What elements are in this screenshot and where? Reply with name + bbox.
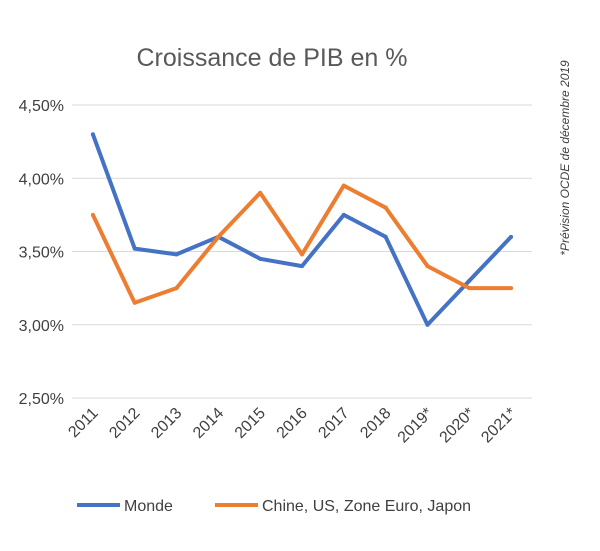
y-tick-label: 4,50% xyxy=(19,98,64,115)
data-point-monde xyxy=(383,234,388,239)
legend: Monde Chine, US, Zone Euro, Japon xyxy=(77,498,471,515)
data-point-monde xyxy=(509,234,514,239)
data-point-chine-us-zone-euro-japon xyxy=(216,234,221,239)
data-point-chine-us-zone-euro-japon xyxy=(425,264,430,269)
x-tick-label: 2012 xyxy=(106,405,143,442)
data-point-monde xyxy=(300,264,304,269)
x-tick-label: 2011 xyxy=(65,405,101,441)
x-tick-label: 2020* xyxy=(437,405,479,447)
data-point-chine-us-zone-euro-japon xyxy=(174,286,179,291)
data-point-monde xyxy=(132,246,137,251)
y-tick-label: 3,00% xyxy=(19,318,64,335)
data-point-chine-us-zone-euro-japon xyxy=(90,212,95,217)
data-point-monde xyxy=(90,132,95,137)
data-point-chine-us-zone-euro-japon xyxy=(509,286,514,291)
x-tick-label: 2017 xyxy=(315,405,352,442)
x-tick-label: 2019* xyxy=(395,405,437,447)
y-tick-label: 3,50% xyxy=(19,245,64,262)
x-tick-label: 2014 xyxy=(190,405,227,442)
data-point-monde xyxy=(425,322,430,327)
y-tick-label: 2,50% xyxy=(19,391,64,408)
x-tick-label: 2013 xyxy=(148,405,185,442)
data-point-monde xyxy=(341,212,346,217)
y-axis-ticks: 2,50% 3,00% 3,50% 4,00% 4,50% xyxy=(19,98,64,408)
data-point-chine-us-zone-euro-japon xyxy=(467,286,472,291)
legend-label-chine-us-zone-euro-japon: Chine, US, Zone Euro, Japon xyxy=(262,498,471,515)
data-point-chine-us-zone-euro-japon xyxy=(383,205,388,210)
legend-label-monde: Monde xyxy=(124,498,173,515)
x-tick-label: 2021* xyxy=(478,405,520,447)
forecast-note: *Prévision OCDE de décembre 2019 xyxy=(558,60,572,256)
series-line-chine-us-zone-euro-japon xyxy=(91,183,512,305)
y-tick-label: 4,00% xyxy=(19,171,64,188)
x-axis-ticks: 2011 2012 2013 2014 2015 2016 2017 2018 2019* 202… xyxy=(65,405,520,447)
x-tick-label: 2016 xyxy=(274,405,311,442)
data-point-chine-us-zone-euro-japon xyxy=(341,183,346,188)
chart-title: Croissance de PIB en % xyxy=(137,44,408,72)
data-point-monde xyxy=(467,278,472,283)
data-point-chine-us-zone-euro-japon xyxy=(300,252,304,257)
data-point-chine-us-zone-euro-japon xyxy=(132,300,137,305)
data-point-monde xyxy=(258,256,263,261)
data-point-monde xyxy=(174,252,179,257)
x-tick-label: 2018 xyxy=(357,405,394,442)
x-tick-label: 2015 xyxy=(232,405,269,442)
series-lines xyxy=(90,132,514,327)
data-point-chine-us-zone-euro-japon xyxy=(258,190,263,195)
